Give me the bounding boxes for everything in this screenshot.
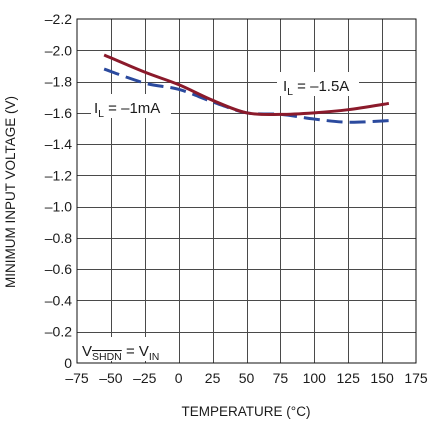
series-label-2: IL = –1mA	[94, 100, 160, 120]
x-tick-label: –75	[65, 370, 89, 386]
y-tick-label: –1.4	[45, 136, 72, 152]
y-tick-labels: 0 –0.2 –0.4 –0.6 –0.8 –1.0 –1.2 –1.4 –1.6 –1.8 –2.…	[45, 11, 72, 371]
x-tick-labels: –75 –50 –25 0 25 50 75 100 125 150 175	[65, 370, 428, 386]
y-tick-label: –1.2	[45, 167, 72, 183]
series-label-background-1	[277, 72, 359, 96]
x-tick-label: 150	[370, 370, 394, 386]
x-tick-label: 25	[205, 370, 221, 386]
y-tick-label: –2.0	[45, 42, 72, 58]
x-tick-label: –25	[133, 370, 157, 386]
series-group	[103, 53, 390, 124]
annotations: IL = –1.5A IL = –1mA VSHDN = VIN	[79, 72, 359, 363]
y-tick-label: –1.8	[45, 74, 72, 90]
x-tick-label: 125	[337, 370, 361, 386]
series-label-1: IL = –1.5A	[283, 78, 349, 98]
x-tick-label: 100	[303, 370, 327, 386]
plot-frame	[76, 18, 417, 364]
x-tick-label: 0	[175, 370, 183, 386]
series-line-solid	[103, 53, 390, 117]
x-axis-title: TEMPERATURE (°C)	[182, 404, 311, 419]
condition-label: VSHDN = VIN	[82, 343, 159, 363]
x-tick-label: 50	[239, 370, 255, 386]
x-tick-label: 175	[404, 370, 428, 386]
y-axis-title: MINIMUM INPUT VOLTAGE (V)	[3, 96, 18, 288]
x-tick-label: 75	[273, 370, 289, 386]
condition-label-background	[79, 337, 179, 361]
y-tick-label: –0.2	[45, 324, 72, 340]
y-tick-label: –0.6	[45, 261, 72, 277]
series-label-background-2	[91, 94, 171, 118]
y-tick-label: –1.0	[45, 199, 72, 215]
grid	[77, 19, 416, 363]
y-tick-label: –2.2	[45, 11, 72, 27]
y-tick-label: –0.4	[45, 292, 72, 308]
y-tick-label: –0.8	[45, 230, 72, 246]
y-tick-label: –1.6	[45, 105, 72, 121]
y-tick-label: 0	[64, 355, 72, 371]
x-tick-label: –50	[99, 370, 123, 386]
